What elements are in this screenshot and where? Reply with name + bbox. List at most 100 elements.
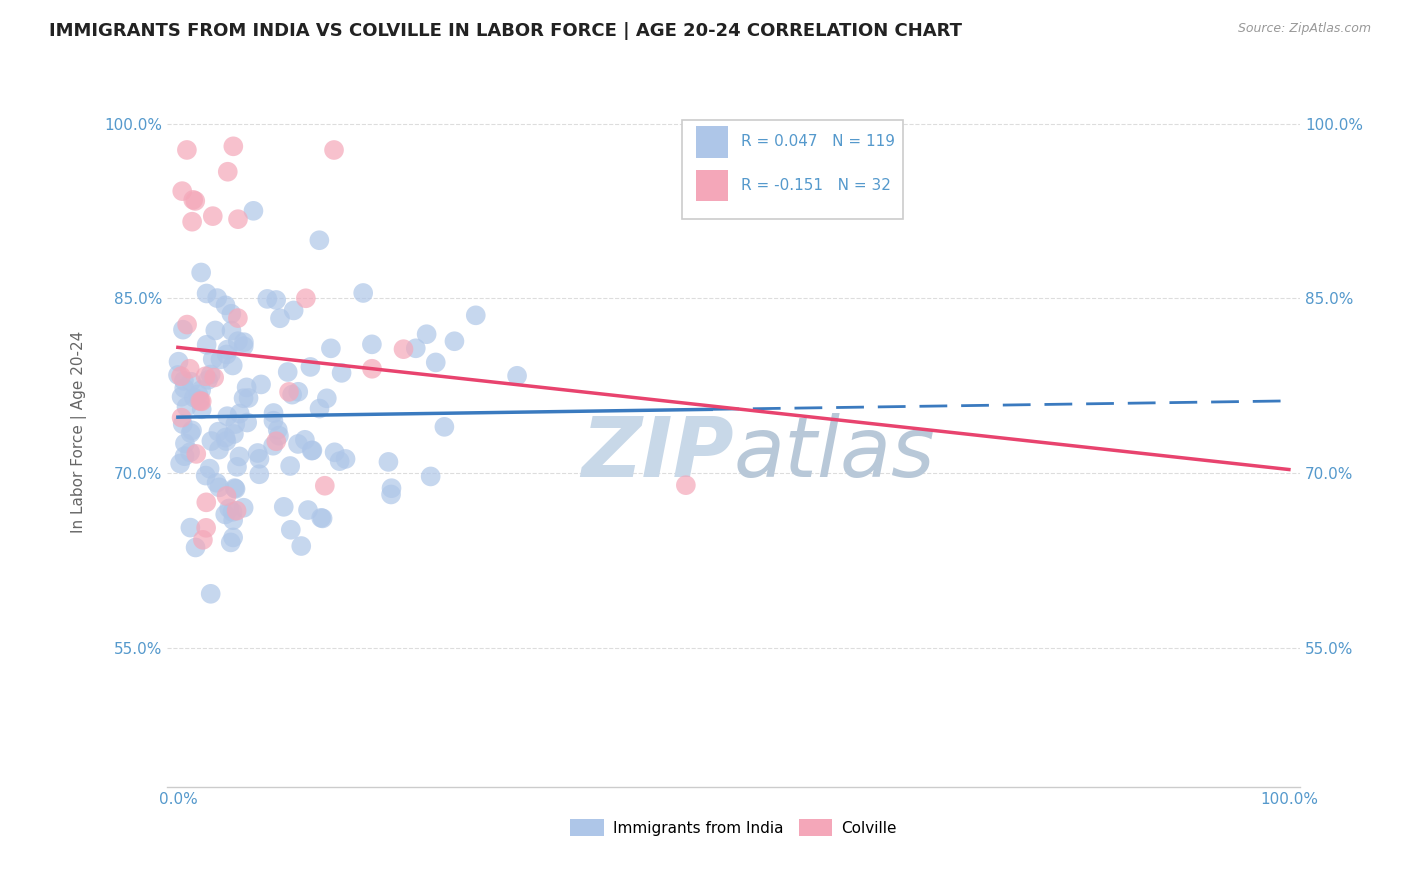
Point <box>187 387 209 401</box>
Point <box>191 533 214 547</box>
Point <box>195 495 218 509</box>
Point <box>179 361 201 376</box>
Point <box>335 452 357 467</box>
Point <box>329 454 352 468</box>
Point <box>190 394 212 409</box>
Point <box>219 535 242 549</box>
Point <box>214 298 236 312</box>
Point <box>277 365 299 379</box>
Point <box>181 215 204 229</box>
Point <box>215 347 238 361</box>
Text: IMMIGRANTS FROM INDIA VS COLVILLE IN LABOR FORCE | AGE 20-24 CORRELATION CHART: IMMIGRANTS FROM INDIA VS COLVILLE IN LAB… <box>49 22 962 40</box>
Point <box>377 455 399 469</box>
Point <box>297 503 319 517</box>
Point <box>184 541 207 555</box>
Point <box>200 587 222 601</box>
Point <box>176 318 198 332</box>
Point <box>224 417 246 431</box>
Point <box>170 410 193 425</box>
Point <box>232 500 254 515</box>
Point <box>311 511 333 525</box>
Point <box>183 391 205 405</box>
Point <box>167 368 190 382</box>
Point <box>226 311 249 326</box>
Point <box>221 307 243 321</box>
Point <box>235 380 257 394</box>
Point <box>208 480 231 494</box>
Point <box>314 479 336 493</box>
Point <box>197 373 219 387</box>
Point <box>361 337 384 351</box>
Point <box>226 212 249 227</box>
Point <box>181 193 204 207</box>
Point <box>273 500 295 514</box>
Point <box>506 368 529 383</box>
Point <box>181 423 204 437</box>
Point <box>194 468 217 483</box>
Point <box>380 487 402 501</box>
Point <box>262 439 284 453</box>
Text: Source: ZipAtlas.com: Source: ZipAtlas.com <box>1237 22 1371 36</box>
Point <box>226 459 249 474</box>
Point <box>173 381 195 395</box>
Point <box>222 139 245 153</box>
Point <box>172 323 194 337</box>
Point <box>176 400 198 414</box>
Point <box>198 461 221 475</box>
Point <box>174 436 197 450</box>
FancyBboxPatch shape <box>696 169 728 202</box>
Point <box>287 437 309 451</box>
Point <box>208 442 231 457</box>
Point <box>267 423 290 437</box>
Point <box>415 327 437 342</box>
Point <box>226 334 249 349</box>
Point <box>204 323 226 337</box>
Point <box>352 285 374 300</box>
Point <box>169 457 191 471</box>
Point <box>267 428 290 442</box>
Point <box>675 478 697 492</box>
Text: atlas: atlas <box>734 413 935 494</box>
Point <box>405 341 427 355</box>
Point <box>207 425 229 439</box>
Point <box>186 447 208 461</box>
Point <box>232 391 254 405</box>
Point <box>217 165 239 179</box>
Point <box>184 194 207 208</box>
Point <box>315 392 337 406</box>
Point <box>236 416 259 430</box>
Point <box>232 339 254 353</box>
Point <box>301 443 323 458</box>
Point <box>419 469 441 483</box>
Point <box>222 513 245 527</box>
Point <box>264 293 287 307</box>
Point <box>249 451 271 466</box>
Point <box>225 504 247 518</box>
Point <box>309 511 332 525</box>
Point <box>290 539 312 553</box>
Point <box>256 292 278 306</box>
Point <box>195 521 218 535</box>
Point <box>215 434 238 448</box>
Point <box>294 433 316 447</box>
Text: R = 0.047   N = 119: R = 0.047 N = 119 <box>741 135 896 149</box>
Point <box>308 233 330 247</box>
Text: ZIP: ZIP <box>581 413 734 494</box>
Point <box>202 370 225 384</box>
Point <box>172 184 194 198</box>
Point <box>295 291 318 305</box>
Point <box>190 265 212 279</box>
Point <box>425 355 447 369</box>
Point <box>188 393 211 408</box>
Point <box>323 445 346 459</box>
Text: R = -0.151   N = 32: R = -0.151 N = 32 <box>741 178 891 193</box>
Point <box>443 334 465 349</box>
Point <box>205 291 228 305</box>
Point <box>269 311 291 326</box>
Point <box>301 443 323 458</box>
FancyBboxPatch shape <box>682 120 904 219</box>
Point <box>330 366 353 380</box>
Point <box>214 431 236 445</box>
Point <box>194 369 217 384</box>
Y-axis label: In Labor Force | Age 20-24: In Labor Force | Age 20-24 <box>72 331 87 533</box>
